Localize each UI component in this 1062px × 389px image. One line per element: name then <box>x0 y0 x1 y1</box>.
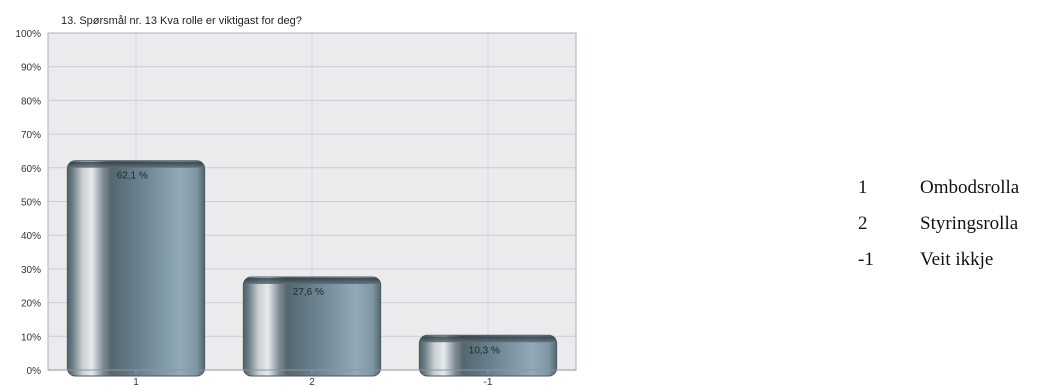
y-tick-label: 60% <box>21 164 41 175</box>
x-tick-label: 1 <box>133 377 139 388</box>
y-tick-label: 50% <box>21 198 41 209</box>
y-tick-label: 0% <box>27 366 42 377</box>
y-tick-label: 100% <box>15 29 41 40</box>
y-axis-ticks: 0% 10% 20% 30% 40% 50% 60% 70% 80% 90% 100% <box>15 29 41 377</box>
legend-key: -1 <box>858 249 874 270</box>
legend-key: 1 <box>858 177 868 198</box>
x-axis-ticks: 1 2 -1 <box>133 370 493 388</box>
chart-title: 13. Spørsmål nr. 13 Kva rolle er viktiga… <box>61 15 302 27</box>
legend: 1 Ombodsrolla 2 Styringsrolla -1 Veit ik… <box>858 176 1058 284</box>
y-tick-label: 90% <box>21 63 41 74</box>
data-label: 10,3 % <box>469 345 500 356</box>
y-tick-label: 80% <box>21 96 41 107</box>
legend-item-3: -1 Veit ikkje <box>858 248 1058 284</box>
legend-label: Styringsrolla <box>920 213 1019 234</box>
bar--1 <box>418 334 558 377</box>
y-tick-label: 10% <box>21 332 41 343</box>
data-label: 27,6 % <box>293 287 324 298</box>
bars: 62,1 % 27,6 % 10,3 % <box>66 160 558 377</box>
legend-label: Ombodsrolla <box>920 177 1020 198</box>
legend-label: Veit ikkje <box>920 249 994 270</box>
bar-1 <box>66 160 206 377</box>
y-tick-label: 40% <box>21 231 41 242</box>
legend-item-2: 2 Styringsrolla <box>858 212 1058 248</box>
legend-item-1: 1 Ombodsrolla <box>858 176 1058 212</box>
y-tick-label: 70% <box>21 130 41 141</box>
data-label: 62,1 % <box>117 171 148 182</box>
legend-key: 2 <box>858 213 868 234</box>
x-tick-label: 2 <box>309 377 315 388</box>
bar-2 <box>242 276 382 377</box>
x-tick-label: -1 <box>484 377 493 388</box>
y-tick-label: 20% <box>21 299 41 310</box>
y-tick-label: 30% <box>21 265 41 276</box>
bar-chart: 13. Spørsmål nr. 13 Kva rolle er viktiga… <box>15 15 577 388</box>
